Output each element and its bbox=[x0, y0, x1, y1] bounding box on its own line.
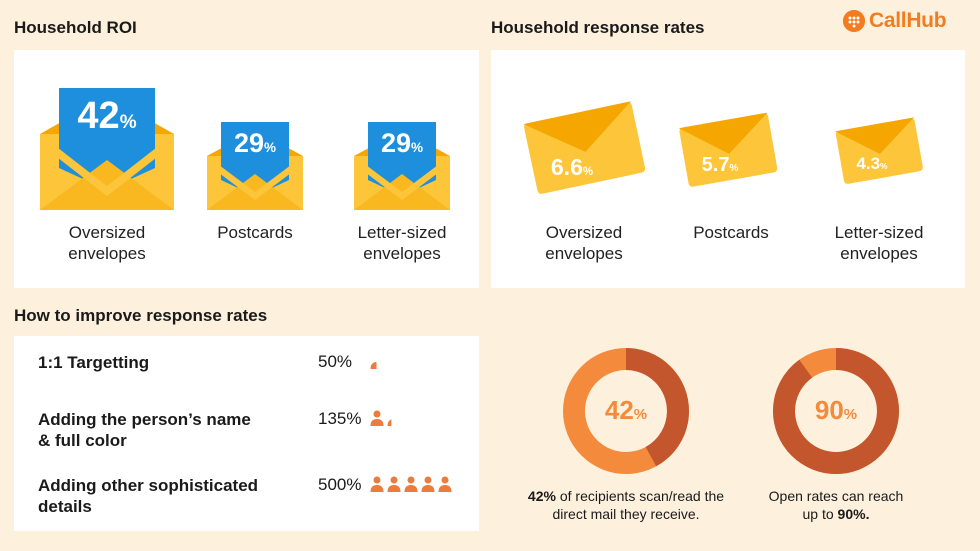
donut-chart-scan-rate bbox=[563, 348, 689, 474]
letter-envelope-icon bbox=[354, 122, 450, 210]
roi-title: Household ROI bbox=[14, 18, 137, 37]
response-rates-panel: 6.6% 5.7% 4.3% Oversized envelopes Postca… bbox=[491, 50, 965, 288]
roi-oversized-label: Oversized envelopes bbox=[68, 223, 146, 263]
improve-row-value: 500% bbox=[318, 475, 362, 494]
roi-letter-label: Letter-sized envelopes bbox=[357, 223, 447, 263]
rate-oversized-value: 6.6% bbox=[550, 154, 594, 180]
brand-name: CallHub bbox=[869, 9, 947, 32]
improve-row-label: Adding the person’s name & full color bbox=[38, 410, 251, 450]
rate-letter-label: Letter-sized envelopes bbox=[834, 223, 924, 263]
improve-row-label: 1:1 Targetting bbox=[38, 353, 150, 372]
rate-oversized-label: Oversized envelopes bbox=[545, 223, 623, 263]
donut-scan-caption: 42% of recipients scan/read the direct ma… bbox=[527, 488, 725, 522]
donut-open-caption: Open rates can reach up to 90%. bbox=[768, 488, 904, 522]
improve-row-value: 50% bbox=[318, 352, 353, 371]
person-icons bbox=[370, 410, 401, 426]
roi-panel: 42% 29% 29% Oversized envelopes Postcards… bbox=[14, 50, 479, 288]
oversized-envelope-tilted-icon bbox=[523, 101, 645, 194]
donut-arc bbox=[773, 348, 899, 474]
donut-scan-value: 42% bbox=[604, 395, 648, 425]
letter-tilted-icon bbox=[835, 117, 923, 184]
improve-row-value: 135% bbox=[318, 409, 362, 428]
person-icon bbox=[438, 476, 452, 492]
person-icons bbox=[370, 476, 452, 492]
person-icon bbox=[387, 476, 401, 492]
person-icons bbox=[370, 353, 384, 369]
person-icon bbox=[421, 476, 435, 492]
improve-panel bbox=[14, 336, 479, 531]
roi-letter-value: 29% bbox=[380, 128, 424, 158]
person-icon bbox=[404, 476, 418, 492]
response-rates-title: Household response rates bbox=[491, 18, 705, 37]
oversized-envelope-icon bbox=[40, 88, 174, 210]
person-icon bbox=[387, 410, 401, 426]
improve-title: How to improve response rates bbox=[14, 306, 268, 325]
roi-oversized-value: 42% bbox=[77, 95, 137, 137]
person-icon bbox=[370, 476, 384, 492]
callhub-logo-icon bbox=[843, 10, 865, 32]
postcard-envelope-icon bbox=[207, 122, 303, 210]
roi-postcards-value: 29% bbox=[233, 128, 277, 158]
person-icon bbox=[370, 353, 384, 369]
donut-open-value: 90% bbox=[814, 395, 858, 425]
rate-letter-value: 4.3% bbox=[856, 154, 888, 173]
donut-arc bbox=[563, 348, 689, 474]
roi-postcards-label: Postcards bbox=[217, 223, 293, 242]
rate-postcards-value: 5.7% bbox=[701, 154, 739, 176]
person-icon bbox=[370, 410, 384, 426]
callhub-logo: CallHub bbox=[843, 9, 947, 33]
postcard-tilted-icon bbox=[678, 112, 778, 187]
improve-row-label: Adding other sophisticated details bbox=[38, 476, 259, 516]
donut-chart-open-rate bbox=[773, 348, 899, 474]
rate-postcards-label: Postcards bbox=[693, 223, 769, 242]
